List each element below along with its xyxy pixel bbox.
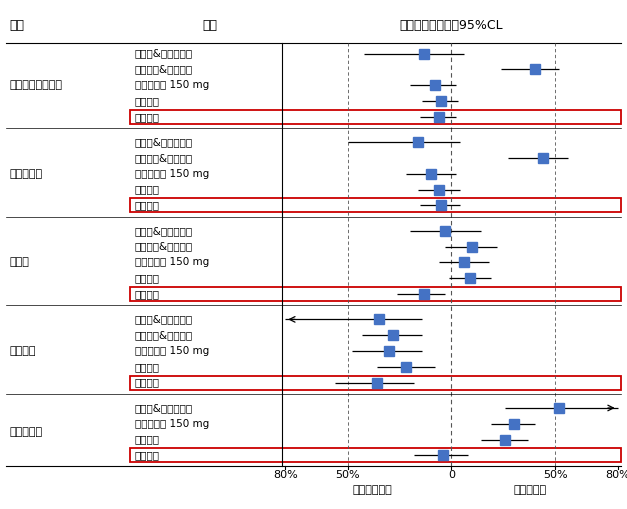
Text: 阿哌沙班: 阿哌沙班 xyxy=(135,378,160,388)
Text: 华法林更佳: 华法林更佳 xyxy=(514,485,547,495)
Text: 50%: 50% xyxy=(543,470,567,480)
Text: 0: 0 xyxy=(448,470,455,480)
Text: 结局: 结局 xyxy=(9,19,24,33)
Text: 利伐沙班: 利伐沙班 xyxy=(135,362,160,372)
Text: 相对风险比降幅及95%CL: 相对风险比降幅及95%CL xyxy=(399,19,503,33)
Text: 氯吡格雷&阿司匹林: 氯吡格雷&阿司匹林 xyxy=(135,242,193,251)
Text: 达比加群酯 150 mg: 达比加群酯 150 mg xyxy=(135,258,209,267)
Text: 对照方案更佳: 对照方案更佳 xyxy=(352,485,393,495)
Text: 利伐沙班: 利伐沙班 xyxy=(135,96,160,106)
Bar xyxy=(130,110,621,124)
Text: 利伐沙班: 利伐沙班 xyxy=(135,273,160,283)
Text: 达比加群酯 150 mg: 达比加群酯 150 mg xyxy=(135,80,209,90)
Text: 药物: 药物 xyxy=(203,19,218,33)
Text: 利伐沙班: 利伐沙班 xyxy=(135,435,160,445)
Text: 缺血性卒中: 缺血性卒中 xyxy=(9,169,43,179)
Text: 大出血: 大出血 xyxy=(9,258,29,267)
Text: 达比加群酯 150 mg: 达比加群酯 150 mg xyxy=(135,419,209,429)
Bar xyxy=(130,376,621,389)
Text: 80%: 80% xyxy=(605,470,627,480)
Text: 80%: 80% xyxy=(273,470,298,480)
Text: 三氟柳&醋硝香豆醇: 三氟柳&醋硝香豆醇 xyxy=(135,137,193,147)
Text: 胃肠道出血: 胃肠道出血 xyxy=(9,427,43,437)
Text: 达比加群酯 150 mg: 达比加群酯 150 mg xyxy=(135,169,209,179)
Text: 三氟柳&醋硝香豆醇: 三氟柳&醋硝香豆醇 xyxy=(135,48,193,59)
Text: 三氟柳&醋硝香豆醇: 三氟柳&醋硝香豆醇 xyxy=(135,226,193,236)
Bar xyxy=(130,199,621,212)
Text: 50%: 50% xyxy=(335,470,360,480)
Text: 阿哌沙班: 阿哌沙班 xyxy=(135,450,160,461)
Text: 氯吡格雷&阿司匹林: 氯吡格雷&阿司匹林 xyxy=(135,330,193,340)
Text: 颅内出血: 颅内出血 xyxy=(9,346,36,356)
Text: 三氟柳&醋硝香豆醇: 三氟柳&醋硝香豆醇 xyxy=(135,403,193,413)
Text: 氯吡格雷&阿司匹林: 氯吡格雷&阿司匹林 xyxy=(135,64,193,74)
Text: 氯吡格雷&阿司匹林: 氯吡格雷&阿司匹林 xyxy=(135,153,193,163)
Text: 阿哌沙班: 阿哌沙班 xyxy=(135,289,160,299)
Text: 阿哌沙班: 阿哌沙班 xyxy=(135,112,160,122)
Text: 卒中或系统性栓塞: 卒中或系统性栓塞 xyxy=(9,80,63,90)
Text: 利伐沙班: 利伐沙班 xyxy=(135,185,160,194)
Text: 达比加群酯 150 mg: 达比加群酯 150 mg xyxy=(135,346,209,356)
Bar xyxy=(130,287,621,301)
Text: 三氟柳&醋硝香豆醇: 三氟柳&醋硝香豆醇 xyxy=(135,315,193,324)
Bar xyxy=(130,448,621,462)
Text: 阿哌沙班: 阿哌沙班 xyxy=(135,201,160,210)
